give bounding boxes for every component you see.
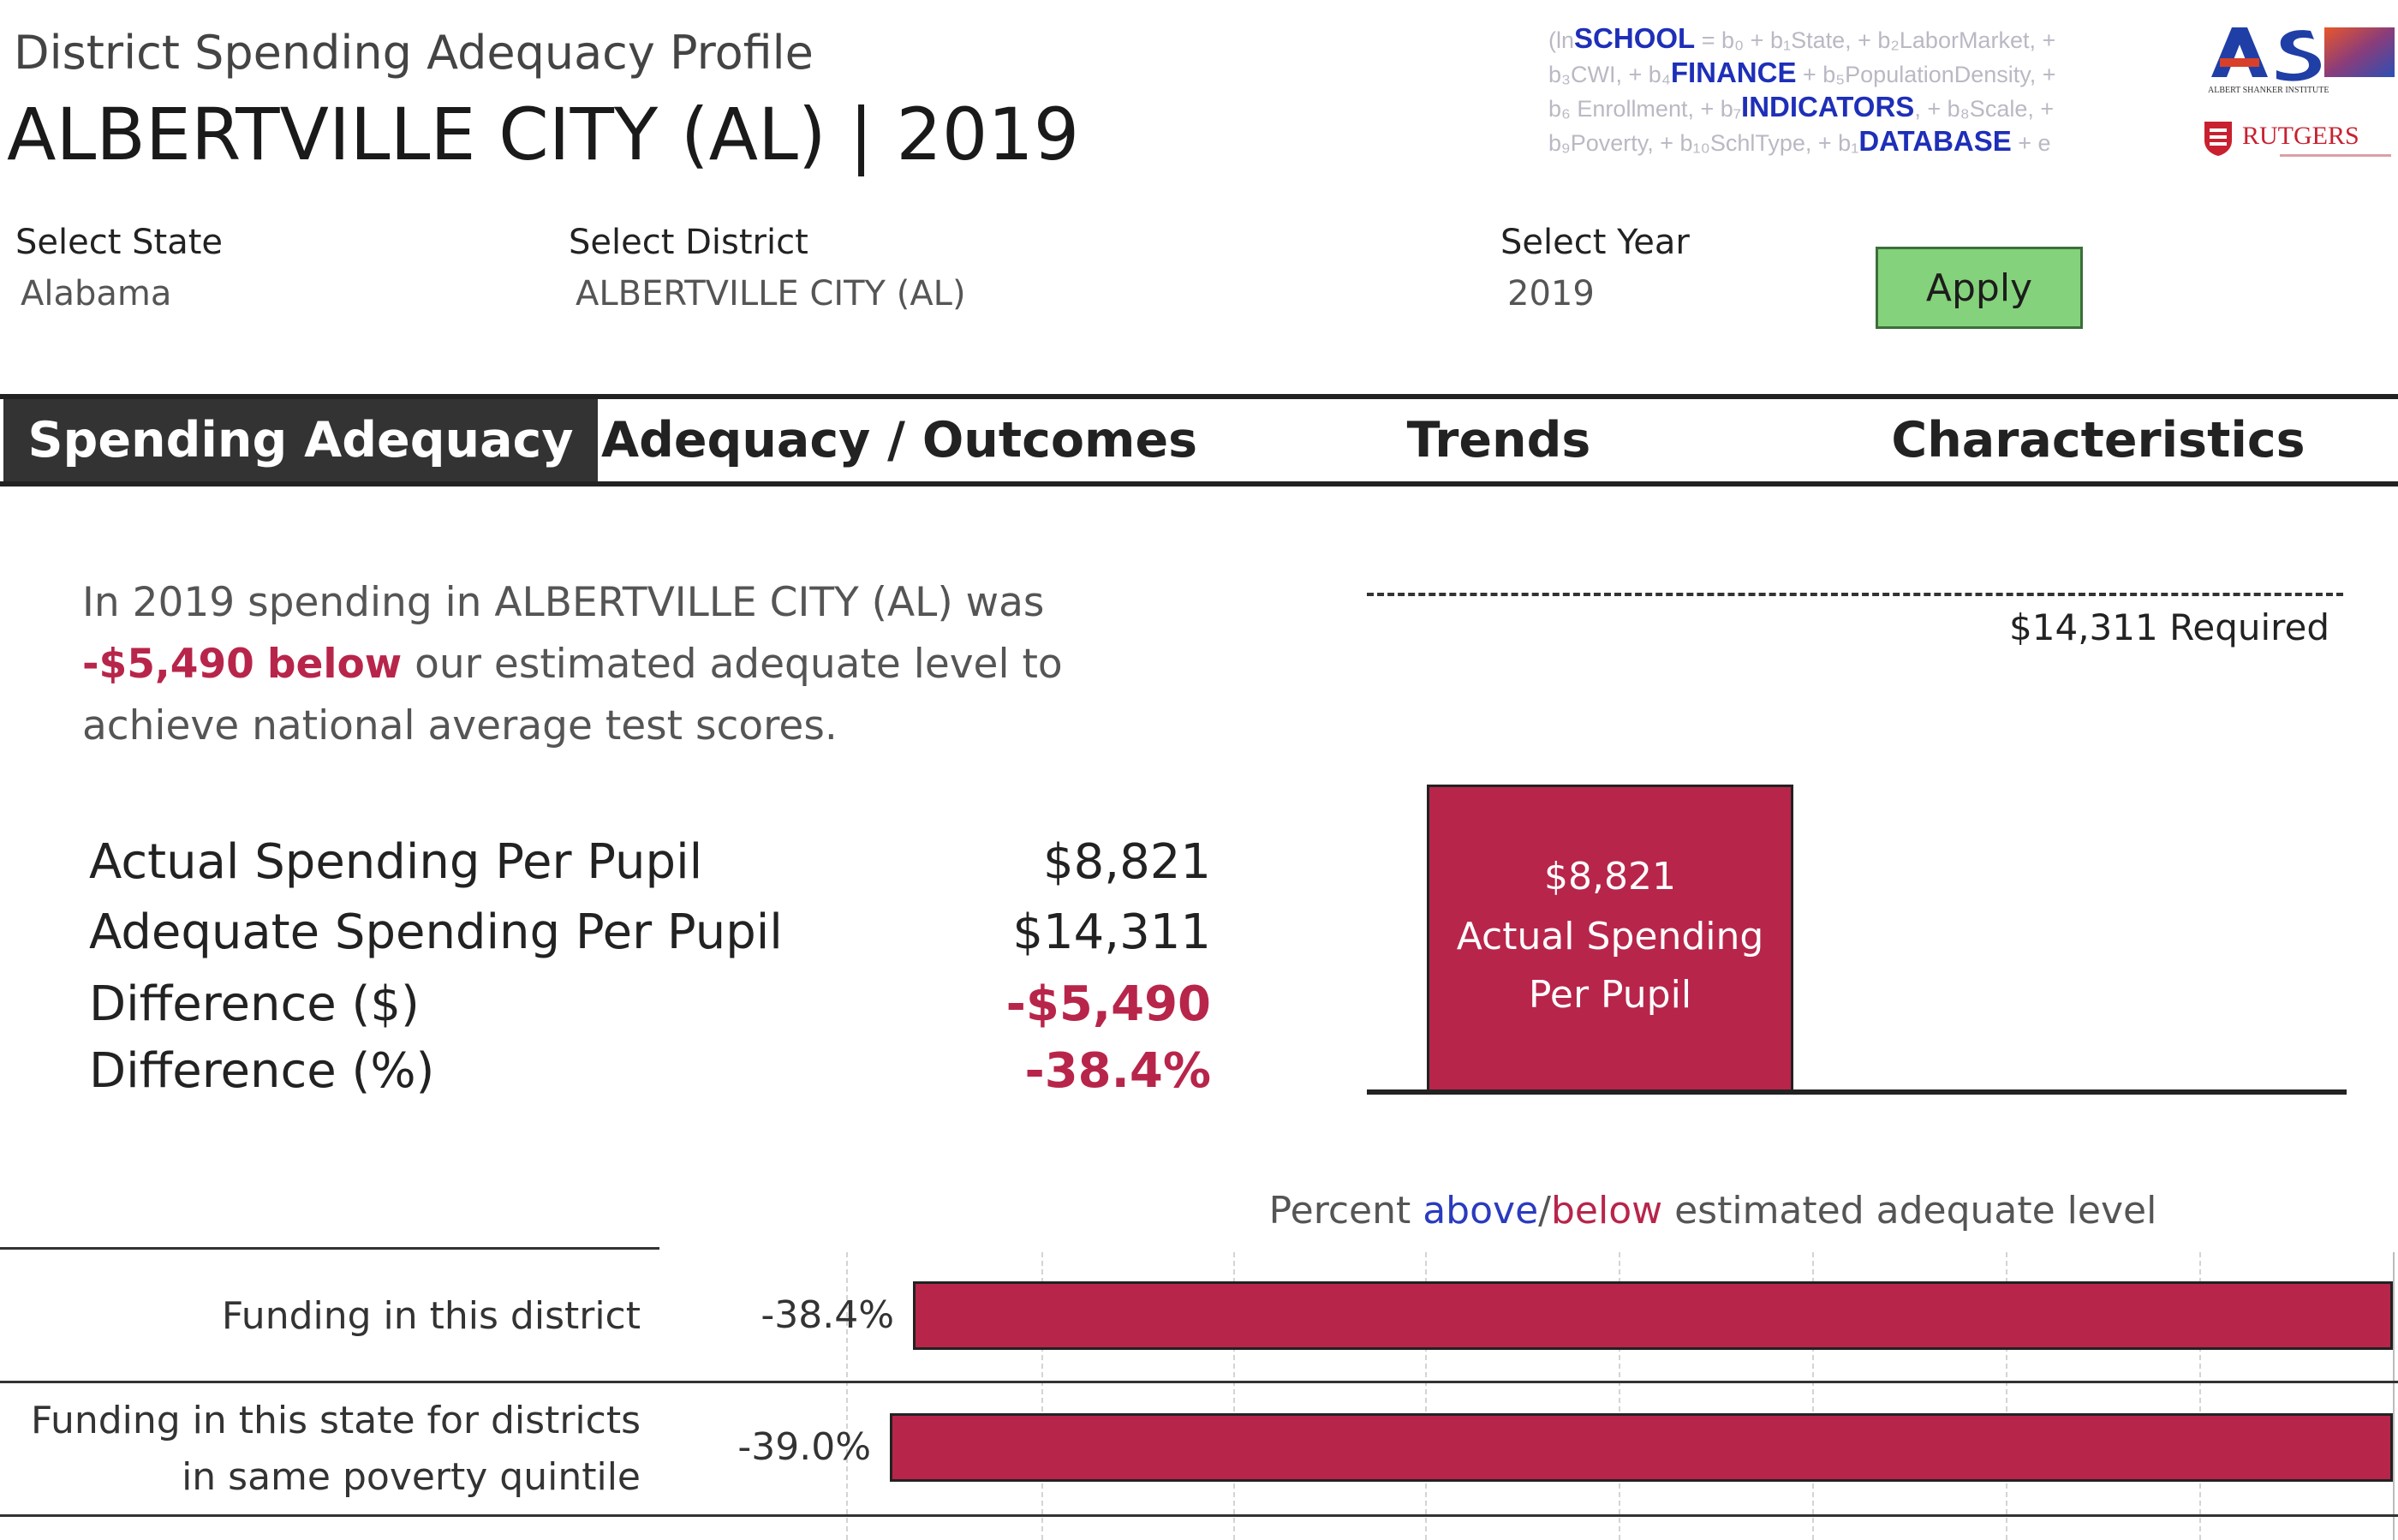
grid-line bbox=[1619, 1252, 1620, 1540]
comparison-bar-state bbox=[890, 1413, 2393, 1482]
tab-trends[interactable]: Trends bbox=[1406, 412, 1591, 469]
tab-spending-adequacy[interactable]: Spending Adequacy bbox=[3, 399, 598, 481]
page-title: ALBERTVILLE CITY (AL) | 2019 bbox=[7, 93, 1080, 176]
comparison-value-state: -39.0% bbox=[737, 1425, 871, 1469]
actual-spending-bar-value: $8,821 bbox=[1544, 855, 1676, 898]
narrative-text: In 2019 spending in ALBERTVILLE CITY (AL… bbox=[82, 579, 1063, 749]
sfid-logo: (lnSCHOOL = b₀ + b₁State, + b₂LaborMarke… bbox=[1548, 22, 2165, 168]
rutgers-wordmark: RUTGERS bbox=[2242, 122, 2359, 150]
grid-line bbox=[1233, 1252, 1235, 1540]
narrative-amount: -$5,490 bbox=[82, 641, 254, 688]
chart-baseline bbox=[1367, 1089, 2347, 1095]
asi-logo-caption: ALBERT SHANKER INSTITUTE bbox=[2208, 86, 2329, 95]
rutgers-shield-icon bbox=[2204, 122, 2232, 156]
grid-line bbox=[2199, 1252, 2201, 1540]
row-divider bbox=[0, 1247, 659, 1250]
metric-label-difference-dollars: Difference ($) bbox=[89, 976, 420, 1032]
year-select[interactable]: 2019 bbox=[1507, 274, 1595, 313]
rutgers-logo: RUTGERS bbox=[2203, 118, 2398, 166]
metric-value-difference-dollars: -$5,490 bbox=[1005, 976, 1211, 1032]
sfid-logo-line: (lnSCHOOL = b₀ + b₁State, + b₂LaborMarke… bbox=[1548, 22, 2056, 54]
grid-line bbox=[1812, 1252, 1814, 1540]
state-select-label: Select State bbox=[15, 223, 223, 262]
actual-spending-bar-label: Actual Spending Per Pupil bbox=[1456, 915, 1764, 1017]
metric-label-actual: Actual Spending Per Pupil bbox=[89, 834, 703, 890]
grid-line bbox=[1041, 1252, 1043, 1540]
metric-label-difference-percent: Difference (%) bbox=[89, 1043, 435, 1099]
comparison-chart-title: Percent above/below estimated adequate l… bbox=[1268, 1189, 2157, 1233]
metric-label-adequate: Adequate Spending Per Pupil bbox=[89, 904, 783, 960]
metric-value-adequate: $14,311 bbox=[1012, 904, 1211, 960]
required-reference-line bbox=[1367, 593, 2343, 596]
grid-line bbox=[2006, 1252, 2007, 1540]
district-select-label: Select District bbox=[569, 223, 808, 262]
row-divider bbox=[0, 1514, 2398, 1517]
comparison-label-state: Funding in this state for districts in s… bbox=[31, 1399, 641, 1499]
grid-line bbox=[1425, 1252, 1427, 1540]
tab-bar: Spending Adequacy Adequacy / Outcomes Tr… bbox=[0, 394, 2398, 486]
sfid-logo-line: b₉Poverty, + b₁₀SchlType, + b₁DATABASE +… bbox=[1548, 125, 2051, 157]
required-label: $14,311 Required bbox=[2009, 606, 2329, 648]
tab-characteristics[interactable]: Characteristics bbox=[1891, 412, 2306, 469]
rutgers-subline bbox=[2280, 154, 2391, 157]
grid-line bbox=[846, 1252, 848, 1540]
metric-value-difference-percent: -38.4% bbox=[1024, 1043, 1211, 1099]
state-select[interactable]: Alabama bbox=[21, 274, 172, 313]
sfid-logo-line: b₆ Enrollment, + b₇INDICATORS, + b₈Scale… bbox=[1548, 91, 2055, 122]
sfid-logo-line: b₃CWI, + b₄FINANCE + b₅PopulationDensity… bbox=[1548, 57, 2056, 88]
tab-adequacy-outcomes[interactable]: Adequacy / Outcomes bbox=[600, 412, 1198, 469]
comparison-value-district: -38.4% bbox=[761, 1293, 894, 1337]
district-select[interactable]: ALBERTVILLE CITY (AL) bbox=[576, 274, 966, 313]
narrative-direction: below bbox=[266, 641, 403, 688]
asi-logo bbox=[2211, 27, 2395, 81]
comparison-label-district: Funding in this district bbox=[221, 1294, 641, 1338]
year-select-label: Select Year bbox=[1500, 223, 1690, 262]
metric-value-actual: $8,821 bbox=[1043, 834, 1211, 890]
apply-button[interactable]: Apply bbox=[1876, 247, 2083, 329]
comparison-bar-district bbox=[913, 1281, 2393, 1350]
grid-line bbox=[2393, 1252, 2395, 1540]
page-subtitle: District Spending Adequacy Profile bbox=[14, 26, 814, 80]
actual-spending-bar bbox=[1427, 785, 1793, 1093]
row-divider bbox=[0, 1381, 2398, 1383]
